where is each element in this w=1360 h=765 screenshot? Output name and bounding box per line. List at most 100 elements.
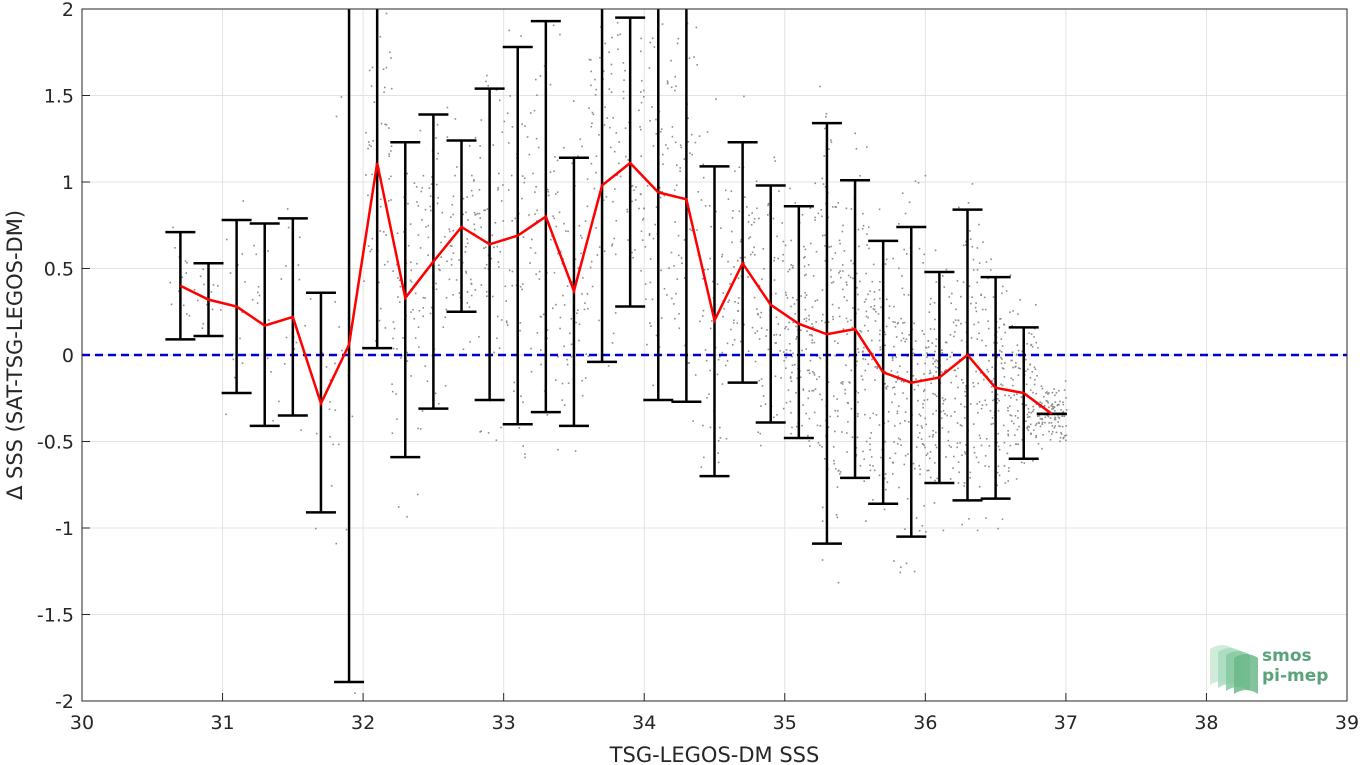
scatter-point: [595, 155, 598, 158]
scatter-point: [186, 313, 188, 315]
scatter-point: [954, 410, 956, 413]
scatter-point: [1064, 434, 1066, 437]
scatter-point: [754, 332, 757, 334]
scatter-point: [778, 190, 780, 192]
scatter-point: [921, 427, 923, 429]
scatter-point: [827, 216, 830, 219]
scatter-point: [663, 287, 666, 290]
scatter-point: [496, 337, 498, 340]
scatter-point: [833, 395, 835, 397]
scatter-point: [556, 159, 559, 162]
scatter-point: [846, 284, 848, 286]
scatter-point: [491, 234, 494, 237]
scatter-point: [1001, 345, 1004, 347]
scatter-point: [843, 250, 846, 252]
scatter-point: [747, 221, 750, 223]
scatter-point: [805, 294, 808, 296]
scatter-point: [795, 336, 798, 338]
scatter-point: [951, 351, 953, 354]
scatter-point: [652, 237, 655, 240]
scatter-point: [608, 51, 610, 54]
scatter-point: [836, 516, 839, 519]
scatter-point: [553, 217, 555, 220]
scatter-point: [640, 155, 642, 157]
scatter-point: [962, 244, 965, 247]
scatter-point: [1017, 443, 1020, 446]
scatter-point: [508, 142, 510, 144]
scatter-point: [841, 264, 844, 266]
scatter-point: [649, 322, 651, 324]
scatter-point: [1055, 392, 1058, 394]
scatter-point: [900, 339, 903, 342]
scatter-point: [511, 284, 514, 287]
scatter-point: [833, 462, 836, 465]
scatter-point: [991, 417, 994, 419]
scatter-point: [585, 353, 588, 355]
scatter-point: [611, 36, 613, 39]
scatter-point: [965, 240, 967, 243]
scatter-point: [933, 328, 936, 331]
scatter-point: [410, 311, 412, 313]
scatter-point: [973, 323, 975, 326]
scatter-point: [589, 59, 592, 61]
scatter-point: [923, 388, 926, 391]
scatter-point: [287, 226, 290, 229]
scatter-point: [1000, 356, 1002, 359]
scatter-point: [474, 136, 477, 139]
scatter-point: [293, 348, 296, 350]
scatter-point: [721, 255, 723, 258]
scatter-point: [452, 229, 454, 232]
scatter-point: [1054, 416, 1057, 419]
scatter-point: [884, 370, 887, 373]
scatter-point: [748, 214, 750, 217]
scatter-point: [368, 69, 371, 72]
scatter-point: [842, 381, 844, 383]
scatter-point: [563, 345, 565, 348]
scatter-point: [1059, 436, 1062, 439]
scatter-point: [1059, 400, 1061, 403]
scatter-point: [172, 226, 174, 229]
scatter-point: [563, 146, 565, 149]
scatter-point: [711, 320, 713, 322]
scatter-point: [578, 225, 581, 227]
scatter-point: [721, 383, 724, 385]
scatter-point: [759, 432, 762, 435]
scatter-point: [902, 337, 905, 340]
scatter-point: [997, 465, 1000, 468]
scatter-point: [914, 340, 917, 342]
scatter-point: [924, 174, 927, 177]
scatter-point: [627, 239, 629, 241]
scatter-point: [522, 445, 525, 447]
scatter-point: [918, 432, 921, 434]
scatter-point: [789, 377, 792, 380]
scatter-point: [897, 375, 900, 377]
scatter-point: [809, 207, 812, 210]
scatter-point: [980, 407, 983, 410]
scatter-point: [612, 117, 614, 119]
scatter-point: [409, 279, 412, 282]
scatter-point: [440, 241, 442, 244]
scatter-point: [583, 308, 586, 311]
scatter-point: [905, 253, 908, 255]
scatter-point: [1031, 345, 1034, 348]
scatter-point: [367, 141, 370, 143]
scatter-point: [821, 559, 824, 561]
scatter-point: [454, 118, 457, 120]
scatter-point: [878, 289, 881, 291]
scatter-point: [985, 344, 987, 347]
scatter-point: [864, 358, 867, 361]
scatter-point: [536, 332, 539, 334]
scatter-point: [692, 420, 694, 422]
scatter-point: [913, 322, 915, 325]
scatter-point: [1051, 430, 1054, 433]
scatter-point: [782, 260, 784, 262]
scatter-point: [232, 353, 234, 356]
scatter-point: [646, 184, 649, 187]
scatter-point: [929, 476, 932, 479]
scatter-point: [468, 306, 471, 308]
scatter-point: [933, 462, 936, 464]
scatter-point: [534, 213, 536, 215]
scatter-point: [1017, 349, 1020, 352]
scatter-point: [920, 378, 922, 381]
scatter-point: [599, 56, 601, 59]
